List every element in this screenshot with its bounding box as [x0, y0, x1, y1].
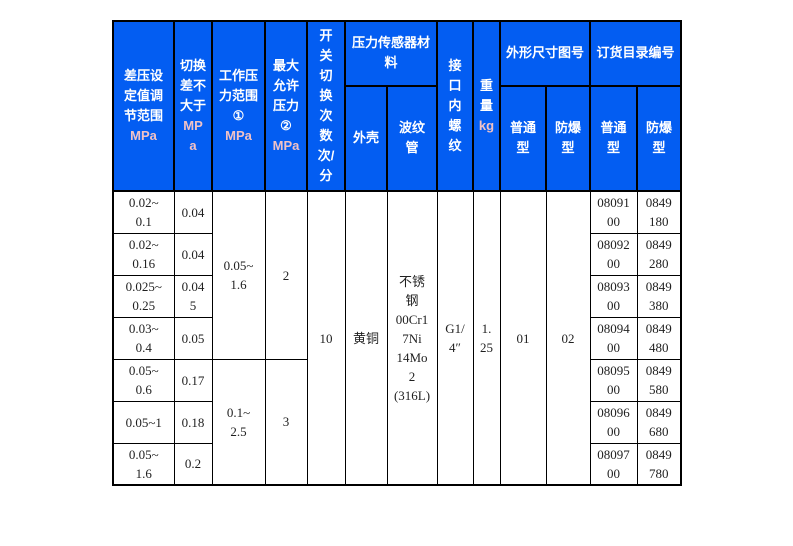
header-switch-diff-label: 切换 差不 大于: [179, 58, 206, 113]
table-row: 0.05~1 0.18 08096 00 0849 680: [112, 400, 682, 444]
header-catalog-label: 订货目录编号: [596, 45, 675, 61]
cell-max-pressure-a: 2: [264, 190, 308, 360]
cell-catalog-explosion: 0849 780: [636, 442, 682, 486]
cell-diff-range: 0.05~ 0.6: [112, 358, 175, 402]
header-switch-diff-unit: MP a: [183, 118, 203, 153]
header-sensor-material-label: 压力传感器材 料: [351, 35, 430, 71]
header-shell: 外壳: [344, 84, 388, 193]
cell-catalog-explosion: 0849 180: [636, 190, 682, 234]
cell-diff-range: 0.02~ 0.16: [112, 232, 175, 276]
table-row: 0.05~ 1.6 0.2 08097 00 0849 780: [112, 442, 682, 486]
header-max-allowed-pressure: 最大 允许 压力 ② MPa: [264, 20, 308, 192]
cell-drawing-normal: 01: [499, 190, 547, 486]
cell-switch-frequency: 10: [306, 190, 346, 486]
cell-catalog-explosion: 0849 280: [636, 232, 682, 276]
cell-switch-diff: 0.2: [173, 442, 213, 486]
header-switch-frequency: 开 关 切 换 次 数 次/ 分: [306, 20, 346, 192]
cell-diff-range: 0.03~ 0.4: [112, 316, 175, 360]
cell-catalog-normal: 08091 00: [589, 190, 638, 234]
header-drawing-explosion: 防爆 型: [545, 84, 591, 193]
cell-catalog-normal: 08093 00: [589, 274, 638, 318]
cell-working-range-b: 0.1~ 2.5: [211, 358, 266, 486]
header-row-group: 差压设 定值调 节范围 MPa 切换 差不 大于 MP a 工作压 力范围 ① MPa…: [112, 20, 682, 192]
header-dimension-drawing-group: 外形尺寸图号: [499, 20, 591, 87]
cell-switch-diff: 0.04: [173, 232, 213, 276]
cell-catalog-normal: 08094 00: [589, 316, 638, 360]
cell-catalog-normal: 08096 00: [589, 400, 638, 444]
header-port-thread-label: 接 口 内 螺 纹: [448, 58, 462, 153]
cell-switch-diff: 0.05: [173, 316, 213, 360]
cell-catalog-normal: 08097 00: [589, 442, 638, 486]
header-working-pressure-range-label: 工作压 力范围 ①: [218, 68, 258, 123]
header-diff-pressure-range-label: 差压设 定值调 节范围: [123, 68, 163, 123]
cell-catalog-normal: 08095 00: [589, 358, 638, 402]
table-row: 0.02~ 0.1 0.04 0.05~ 1.6 2 10 黄铜 不锈 钢 00…: [112, 190, 682, 486]
cell-diff-range: 0.05~1: [112, 400, 175, 444]
header-weight-unit: kg: [478, 118, 495, 133]
cell-catalog-explosion: 0849 480: [636, 316, 682, 360]
cell-diff-range: 0.05~ 1.6: [112, 442, 175, 486]
cell-catalog-normal: 08092 00: [589, 232, 638, 276]
header-catalog-normal: 普通 型: [589, 84, 638, 193]
header-row-sub: 外壳 波纹 管 普通 型 防爆 型 普通 型 防爆 型: [113, 84, 682, 193]
cell-bellows-material: 不锈 钢 00Cr1 7Ni 14Mo 2 (316L): [386, 190, 438, 486]
cell-switch-diff: 0.18: [173, 400, 213, 444]
header-dimension-drawing-label: 外形尺寸图号: [505, 45, 584, 61]
cell-catalog-explosion: 0849 580: [636, 358, 682, 402]
cell-working-range-a: 0.05~ 1.6: [211, 190, 266, 360]
cell-weight: 1. 25: [472, 190, 501, 486]
cell-switch-diff: 0.17: [173, 358, 213, 402]
cell-shell-material: 黄铜: [344, 190, 388, 486]
cell-switch-diff: 0.04 5: [173, 274, 213, 318]
table-row: 0.05~ 0.6 0.17 0.1~ 2.5 3 08095 00 0849 …: [112, 358, 682, 486]
header-switch-frequency-label: 开 关 切 换 次 数 次/ 分: [317, 28, 335, 183]
header-catalog-explosion: 防爆 型: [636, 84, 682, 193]
header-weight: 重 量 kg: [472, 20, 501, 192]
cell-drawing-explosion: 02: [545, 190, 591, 486]
header-weight-label: 重 量: [479, 78, 493, 113]
cell-catalog-explosion: 0849 680: [636, 400, 682, 444]
header-bellows: 波纹 管: [386, 84, 438, 193]
header-catalog-group: 订货目录编号: [589, 20, 682, 87]
header-sensor-material-group: 压力传感器材 料: [344, 20, 438, 87]
table-row: 0.02~ 0.16 0.04 08092 00 0849 280: [112, 232, 682, 276]
cell-diff-range: 0.02~ 0.1: [112, 190, 175, 234]
spec-table: 差压设 定值调 节范围 MPa 切换 差不 大于 MP a 工作压 力范围 ① MPa…: [112, 20, 682, 486]
header-working-pressure-range: 工作压 力范围 ① MPa: [211, 20, 266, 192]
header-drawing-normal: 普通 型: [499, 84, 547, 193]
header-max-allowed-pressure-label: 最大 允许 压力 ②: [272, 58, 299, 133]
cell-port-thread: G1/ 4″: [436, 190, 474, 486]
cell-catalog-explosion: 0849 380: [636, 274, 682, 318]
cell-max-pressure-b: 3: [264, 358, 308, 486]
header-switch-diff: 切换 差不 大于 MP a: [173, 20, 213, 192]
cell-diff-range: 0.025~ 0.25: [112, 274, 175, 318]
header-max-allowed-pressure-unit: MPa: [272, 138, 300, 153]
header-port-thread: 接 口 内 螺 纹: [436, 20, 474, 192]
header-diff-pressure-range-unit: MPa: [130, 128, 157, 143]
header-working-pressure-range-unit: MPa: [225, 128, 252, 143]
cell-switch-diff: 0.04: [173, 190, 213, 234]
header-diff-pressure-range: 差压设 定值调 节范围 MPa: [112, 20, 175, 192]
